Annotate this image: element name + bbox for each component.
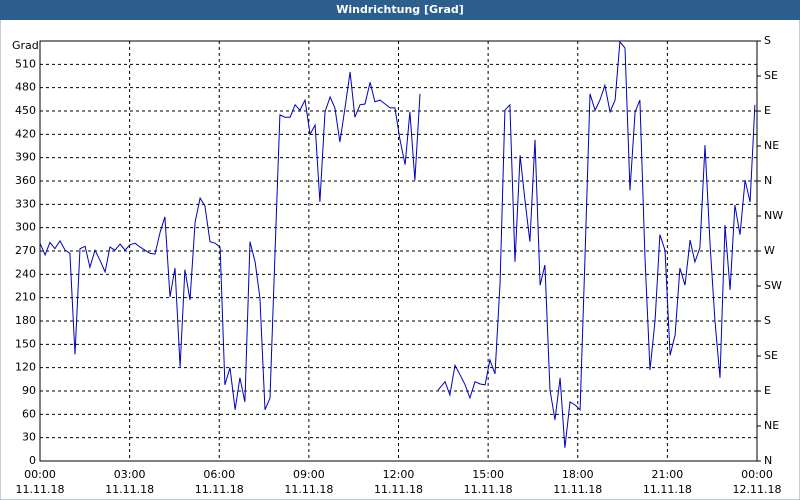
y-axis-label: Grad [12,39,39,52]
y2-tick-label: S [764,34,771,47]
title-bar [0,0,800,20]
y-tick-label: 450 [15,104,36,117]
y2-tick-label: NW [764,209,783,222]
y-tick-label: 30 [22,431,36,444]
x-date-label: 11.11.18 [553,483,602,496]
y-tick-label: 420 [15,127,36,140]
y-tick-label: 360 [15,174,36,187]
y2-tick-label: SW [764,279,782,292]
y2-tick-label: N [764,454,772,467]
x-date-label: 11.11.18 [195,483,244,496]
y-tick-label: 60 [22,407,36,420]
y-tick-label: 510 [15,57,36,70]
y2-tick-label: N [764,174,772,187]
y2-tick-label: S [764,314,771,327]
y-tick-label: 120 [15,361,36,374]
y-tick-label: 180 [15,314,36,327]
x-tick-label: 18:00 [562,468,594,481]
data-line [39,40,756,448]
x-date-label: 12.11.18 [733,483,782,496]
y-tick-label: 0 [29,454,36,467]
y-tick-label: 330 [15,197,36,210]
y-tick-label: 90 [22,384,36,397]
y2-tick-label: NE [764,139,779,152]
y-tick-label: 150 [15,337,36,350]
x-tick-label: 15:00 [472,468,504,481]
x-date-label: 11.11.18 [374,483,423,496]
x-tick-label: 12:00 [383,468,415,481]
y2-tick-label: W [764,244,775,257]
y2-tick-label: E [764,384,771,397]
y2-tick-label: E [764,104,771,117]
y2-tick-label: SE [764,349,778,362]
x-date-label: 11.11.18 [105,483,154,496]
x-tick-label: 00:00 [741,468,773,481]
x-date-label: 11.11.18 [464,483,513,496]
x-tick-label: 06:00 [203,468,235,481]
y-tick-label: 210 [15,291,36,304]
x-tick-label: 09:00 [293,468,325,481]
chart-title: Windrichtung [Grad] [336,3,464,16]
x-tick-label: 00:00 [24,468,56,481]
x-date-label: 11.11.18 [16,483,65,496]
y-tick-label: 300 [15,221,36,234]
y-tick-label: 240 [15,267,36,280]
y-tick-label: 480 [15,81,36,94]
x-tick-label: 21:00 [652,468,684,481]
y2-tick-label: NE [764,419,779,432]
y-tick-label: 390 [15,151,36,164]
x-date-label: 11.11.18 [643,483,692,496]
x-tick-label: 03:00 [114,468,146,481]
x-date-label: 11.11.18 [284,483,333,496]
y-tick-label: 270 [15,244,36,257]
y2-tick-label: SE [764,69,778,82]
